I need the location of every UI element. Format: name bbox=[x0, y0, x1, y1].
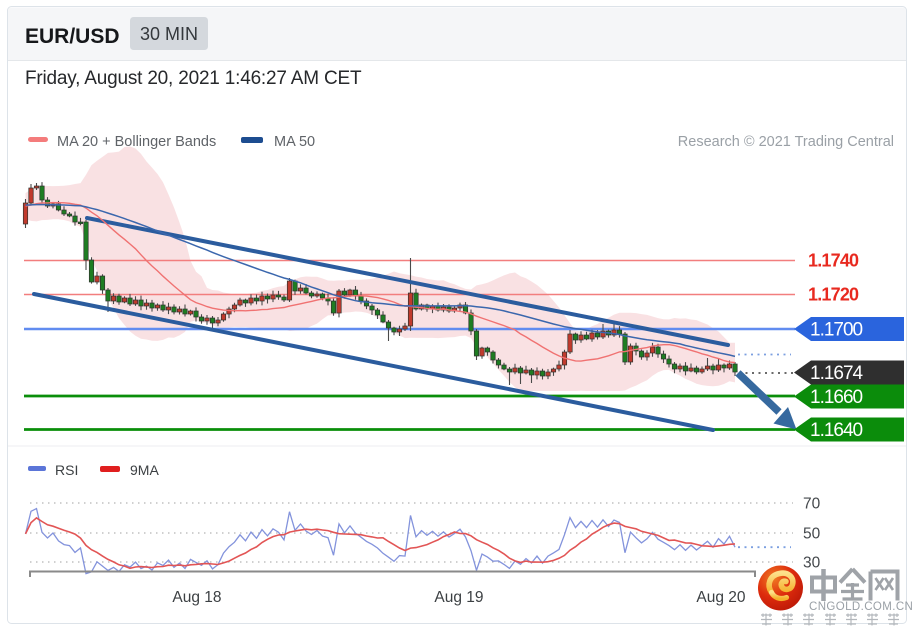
svg-text:1.1674: 1.1674 bbox=[810, 363, 864, 384]
svg-text:RSI: RSI bbox=[55, 462, 78, 478]
svg-text:1.1660: 1.1660 bbox=[810, 387, 863, 408]
svg-text:9MA: 9MA bbox=[130, 462, 159, 478]
svg-text:EUR/USD: EUR/USD bbox=[25, 25, 120, 48]
svg-text:1.1720: 1.1720 bbox=[808, 285, 859, 305]
svg-text:MA 20 + Bollinger Bands: MA 20 + Bollinger Bands bbox=[57, 134, 216, 150]
svg-text:Friday, August 20, 2021 1:46:2: Friday, August 20, 2021 1:46:27 AM CET bbox=[25, 68, 362, 89]
svg-text:Research © 2021 Trading Centra: Research © 2021 Trading Central bbox=[678, 134, 894, 150]
svg-text:70: 70 bbox=[803, 496, 821, 513]
svg-text:50: 50 bbox=[803, 526, 821, 543]
svg-text:Aug 20: Aug 20 bbox=[696, 589, 746, 606]
svg-text:1.1740: 1.1740 bbox=[808, 251, 859, 271]
svg-text:CNGOLD.COM.CN: CNGOLD.COM.CN bbox=[809, 601, 913, 613]
svg-text:1.1640: 1.1640 bbox=[810, 420, 863, 441]
svg-text:MA 50: MA 50 bbox=[274, 134, 315, 150]
svg-text:30: 30 bbox=[803, 555, 821, 572]
svg-text:30 MIN: 30 MIN bbox=[140, 24, 198, 44]
svg-text:Aug 19: Aug 19 bbox=[434, 589, 483, 606]
svg-text:Aug 18: Aug 18 bbox=[172, 589, 221, 606]
svg-text:1.1700: 1.1700 bbox=[810, 320, 863, 341]
